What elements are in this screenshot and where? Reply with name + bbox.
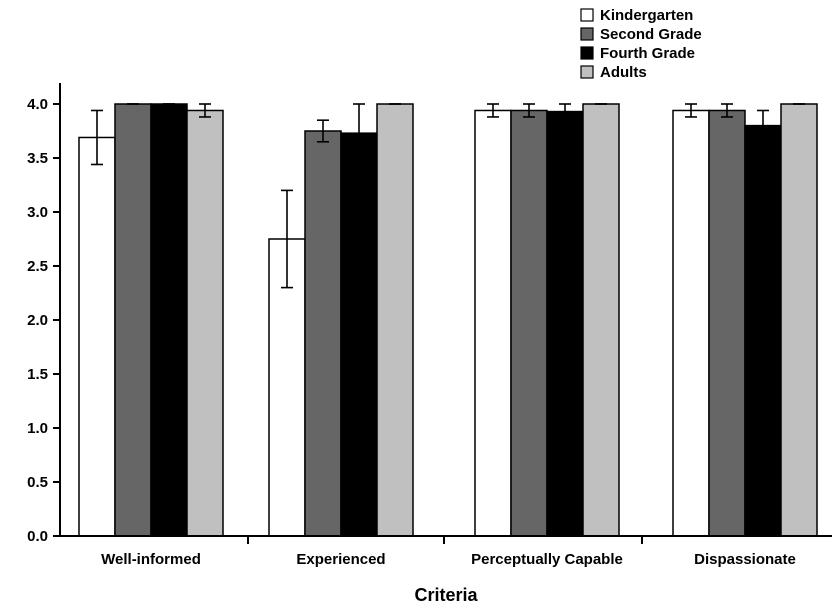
bars-group [78,103,818,537]
bar-adults-perceptually-capable [582,103,620,537]
x-category-label: Dispassionate [694,551,796,568]
y-ticks: 0.0 0.5 1.0 1.5 2.0 2.5 3.0 3.5 4.0 [27,96,643,545]
x-category-label: Experienced [296,551,385,568]
legend-label: Adults [600,64,647,81]
x-category-label: Perceptually Capable [471,551,623,568]
x-category-labels: Well-informed Experienced Perceptually Cap… [101,551,796,568]
x-category-label: Well-informed [101,551,201,568]
bar-second-grade-experienced [304,130,342,537]
legend-label: Fourth Grade [600,45,695,62]
bar-adults-well-informed [186,109,224,537]
bar-kindergarten-well-informed [78,136,116,537]
legend-swatch [580,65,594,79]
error-bar [523,103,535,118]
y-tick-label: 4.0 [27,96,48,113]
y-tick-label: 3.5 [27,150,48,167]
bar-fourth-grade-perceptually-capable [546,110,584,537]
error-bar [317,119,329,143]
error-bar [487,103,499,118]
y-tick-label: 2.0 [27,312,48,329]
x-axis-title: Criteria [414,585,478,605]
y-tick-label: 0.0 [27,528,48,545]
bar-adults-experienced [376,103,414,537]
y-tick-label: 1.0 [27,420,48,437]
error-bar [721,103,733,118]
bar-fourth-grade-experienced [340,132,378,537]
bar-kindergarten-perceptually-capable [474,109,512,537]
error-bar [559,103,571,120]
bar-second-grade-perceptually-capable [510,109,548,537]
error-bar [685,103,697,118]
y-tick-label: 0.5 [27,474,48,491]
bar-kindergarten-dispassionate [672,109,710,537]
error-bar [353,103,365,164]
bar-second-grade-dispassionate [708,109,746,537]
bar-second-grade-well-informed [114,103,152,537]
error-bar [199,103,211,118]
y-tick-label: 3.0 [27,204,48,221]
legend-swatch [580,8,594,22]
legend: Kindergarten Second Grade Fourth Grade Adul… [580,7,702,81]
bar-adults-dispassionate [780,103,818,537]
bar-fourth-grade-well-informed [150,103,188,537]
error-bar [757,109,769,142]
legend-label: Kindergarten [600,7,693,24]
y-tick-label: 1.5 [27,366,48,383]
legend-swatch [580,27,594,41]
legend-swatch [580,46,594,60]
bar-fourth-grade-dispassionate [744,124,782,537]
legend-label: Second Grade [600,26,702,43]
error-bar [91,109,103,166]
error-bar [281,189,293,289]
y-tick-label: 2.5 [27,258,48,275]
